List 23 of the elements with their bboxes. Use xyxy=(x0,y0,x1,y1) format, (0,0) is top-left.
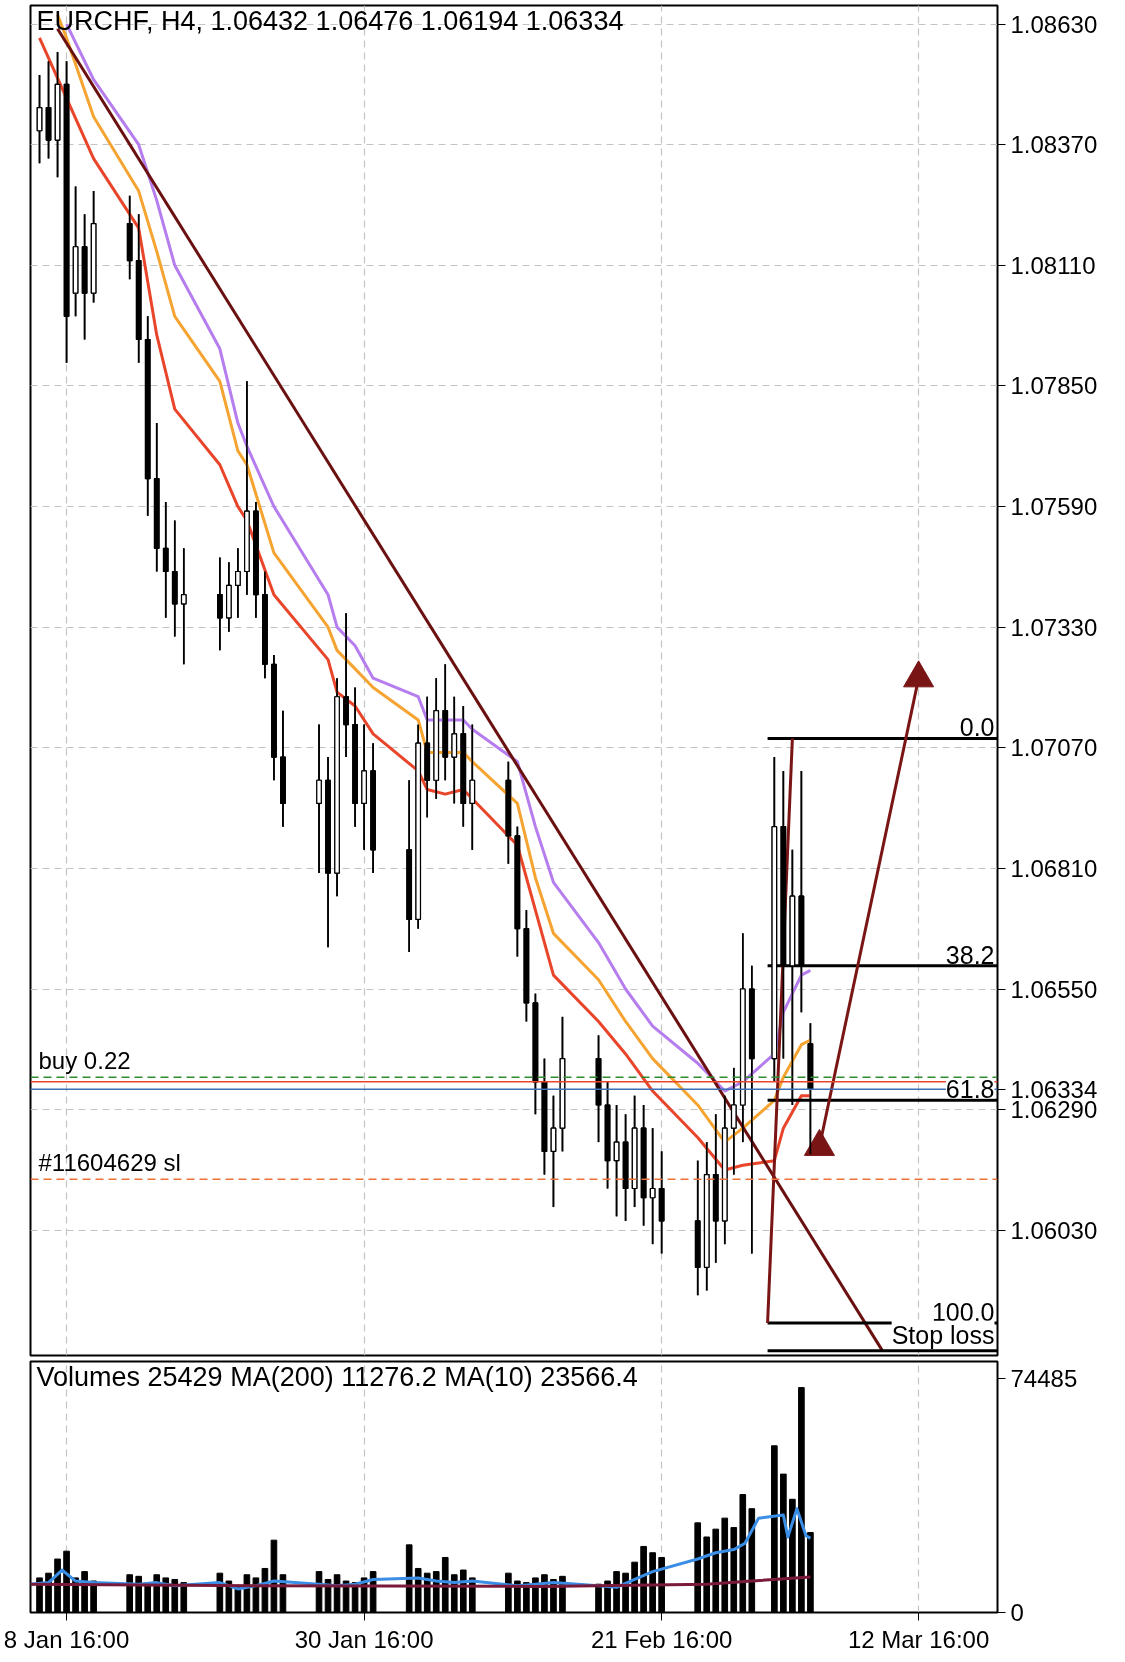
ref-line-label: buy 0.22 xyxy=(38,1047,131,1075)
annotation: 61.8 xyxy=(945,1075,995,1104)
x-tick-label: 12 Mar 16:00 xyxy=(847,1625,990,1653)
y-tick-label: 1.07850 xyxy=(1010,372,1098,400)
y-tick-label: 1.08110 xyxy=(1010,251,1096,279)
x-tick-label: 21 Feb 16:00 xyxy=(590,1625,733,1653)
ref-line-label: #11604629 sl xyxy=(38,1149,181,1177)
annotation: 0.0 xyxy=(959,713,995,742)
y-tick-label: 1.06810 xyxy=(1010,854,1098,882)
y-tick-label: 1.07070 xyxy=(1010,734,1098,762)
y-tick-label: 74485 xyxy=(1010,1364,1078,1392)
y-tick-label: 1.07330 xyxy=(1010,613,1098,641)
y-tick-label: 1.08370 xyxy=(1010,131,1098,159)
x-tick-label: 30 Jan 16:00 xyxy=(294,1625,434,1653)
x-tick-label: 8 Jan 16:00 xyxy=(3,1625,130,1653)
annotation: 38.2 xyxy=(945,940,995,969)
chart-title: Volumes 25429 MA(200) 11276.2 MA(10) 23566.4 xyxy=(36,1361,638,1392)
y-tick-label: 1.08630 xyxy=(1010,10,1098,38)
y-tick-label: 1.07590 xyxy=(1010,493,1098,521)
y-tick-label: 1.06030 xyxy=(1010,1216,1098,1244)
y-tick-label: 0 xyxy=(1010,1599,1024,1626)
y-tick-label: 1.06550 xyxy=(1010,975,1098,1003)
annotation: Stop loss xyxy=(891,1320,995,1349)
